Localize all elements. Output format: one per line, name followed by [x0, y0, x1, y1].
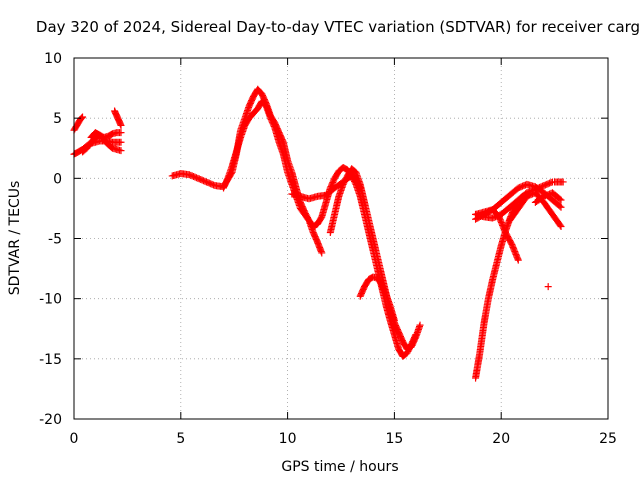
data-points — [70, 85, 567, 382]
x-tick-label: 0 — [70, 431, 79, 447]
y-tick-label: -10 — [39, 292, 62, 308]
chart-title: Day 320 of 2024, Sidereal Day-to-day VTE… — [36, 18, 640, 36]
grid-lines — [74, 58, 608, 419]
x-tick-label: 25 — [599, 431, 617, 447]
y-tick-label: 0 — [53, 171, 62, 187]
y-tick-label: -15 — [39, 352, 62, 368]
data-point — [544, 283, 552, 291]
y-tick-label: -20 — [39, 412, 62, 428]
series-track-r — [544, 283, 552, 291]
series-track-e — [111, 107, 125, 129]
data-point — [117, 147, 125, 155]
x-tick-label: 5 — [176, 431, 185, 447]
series-track-d — [87, 129, 125, 141]
data-point — [390, 316, 398, 324]
y-tick-label: 10 — [44, 51, 62, 67]
data-point — [117, 138, 125, 146]
data-point — [79, 113, 87, 121]
x-axis-label: GPS time / hours — [281, 459, 398, 475]
data-point — [117, 121, 125, 129]
data-point — [514, 256, 522, 264]
series-track-n — [472, 206, 522, 264]
data-point — [557, 203, 565, 211]
axis-ticks: 0 5 10 15 20 25 -20 -15 -10 -5 0 5 10 — [39, 51, 617, 447]
data-point — [556, 221, 564, 229]
data-point — [556, 202, 564, 210]
data-point — [117, 129, 125, 137]
series-track-p — [531, 189, 565, 206]
series-track-q — [551, 178, 567, 186]
x-tick-label: 15 — [385, 431, 403, 447]
x-tick-label: 10 — [279, 431, 297, 447]
data-point — [557, 222, 565, 230]
series-track-j — [356, 273, 398, 324]
data-point — [556, 195, 564, 203]
data-point — [547, 179, 555, 187]
y-tick-label: -5 — [48, 232, 62, 248]
x-tick-label: 20 — [492, 431, 510, 447]
y-tick-label: 5 — [53, 111, 62, 127]
y-axis-label: SDTVAR / TECUs — [7, 181, 23, 296]
data-point — [559, 178, 567, 186]
data-point — [416, 321, 424, 329]
data-point — [557, 196, 565, 204]
data-point — [318, 249, 326, 257]
